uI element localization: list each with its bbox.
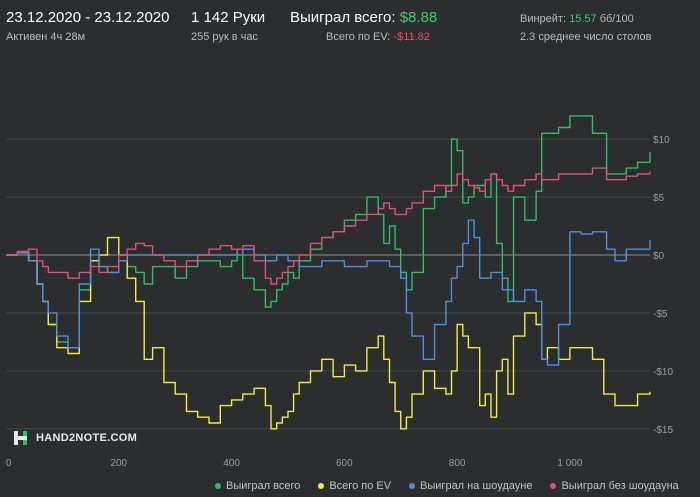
- legend-swatch: [550, 483, 557, 489]
- y-tick-label: -$15: [653, 425, 673, 436]
- legend-label: Всего по EV: [329, 480, 392, 492]
- x-tick-label: 1 000: [557, 458, 582, 469]
- x-tick-label: 200: [110, 458, 127, 469]
- won-total-value: $8.88: [399, 9, 438, 26]
- avg-tables: 2.3 среднее число столов: [520, 31, 652, 43]
- date-range: 23.12.2020 - 23.12.2020: [6, 9, 170, 26]
- legend-swatch: [318, 483, 325, 489]
- y-tick-label: $10: [653, 135, 670, 146]
- y-tick-label: $0: [653, 251, 665, 262]
- profit-chart: $10 $5 $0 -$5 -$10 -$15 0 200 400 600 800 1 000: [0, 52, 700, 492]
- legend-label: Выиграл всего: [226, 480, 301, 492]
- x-tick-label: 800: [449, 458, 466, 469]
- active-time: Активен 4ч 28м: [6, 31, 86, 43]
- winrate-unit: бб/100: [599, 13, 634, 25]
- legend-item[interactable]: Всего по EV: [318, 480, 391, 492]
- ev-total-label: Всего по EV:: [326, 31, 391, 43]
- legend-item[interactable]: Выиграл на шоудауне: [409, 480, 532, 492]
- stats-header: 23.12.2020 - 23.12.2020 Активен 4ч 28м 1…: [0, 0, 700, 52]
- winrate-label: Винрейт:: [520, 13, 567, 25]
- y-tick-label: -$10: [653, 367, 673, 378]
- winrate: Винрейт: 15.57 бб/100: [520, 13, 634, 25]
- series-line-2: [6, 219, 651, 366]
- series-line-1: [6, 236, 651, 430]
- x-tick-label: 0: [6, 458, 12, 469]
- winrate-value: 15.57: [569, 13, 597, 25]
- chart-svg: $10 $5 $0 -$5 -$10 -$15 0 200 400 600 800 1 000: [6, 115, 673, 469]
- hand2note-logo-icon: [12, 429, 30, 447]
- x-tick-label: 400: [223, 458, 240, 469]
- legend-swatch: [409, 483, 416, 489]
- legend-item[interactable]: Выиграл всего: [215, 480, 300, 492]
- won-total: Выиграл всего: $8.88: [290, 9, 437, 26]
- ev-total-value: -$11.82: [393, 31, 430, 43]
- legend-item[interactable]: Выиграл без шоудауна: [550, 480, 679, 492]
- x-tick-label: 600: [336, 458, 353, 469]
- won-total-label: Выиграл всего:: [290, 9, 396, 26]
- legend-label: Выиграл на шоудауне: [420, 480, 533, 492]
- chart-legend: Выиграл всего Всего по EV Выиграл на шоуда…: [215, 480, 700, 492]
- y-tick-label: $5: [653, 193, 665, 204]
- logo-text: HAND2NOTE.COM: [36, 432, 138, 444]
- ev-total: Всего по EV: -$11.82: [326, 31, 430, 43]
- hands-count: 1 142 Руки: [191, 9, 266, 26]
- legend-label: Выиграл без шоудауна: [561, 480, 679, 492]
- y-tick-label: -$5: [653, 309, 668, 320]
- hands-per-hour: 255 рук в час: [191, 31, 259, 43]
- legend-swatch: [215, 483, 221, 489]
- hand2note-logo: HAND2NOTE.COM: [12, 429, 137, 447]
- series-line-3: [6, 167, 651, 285]
